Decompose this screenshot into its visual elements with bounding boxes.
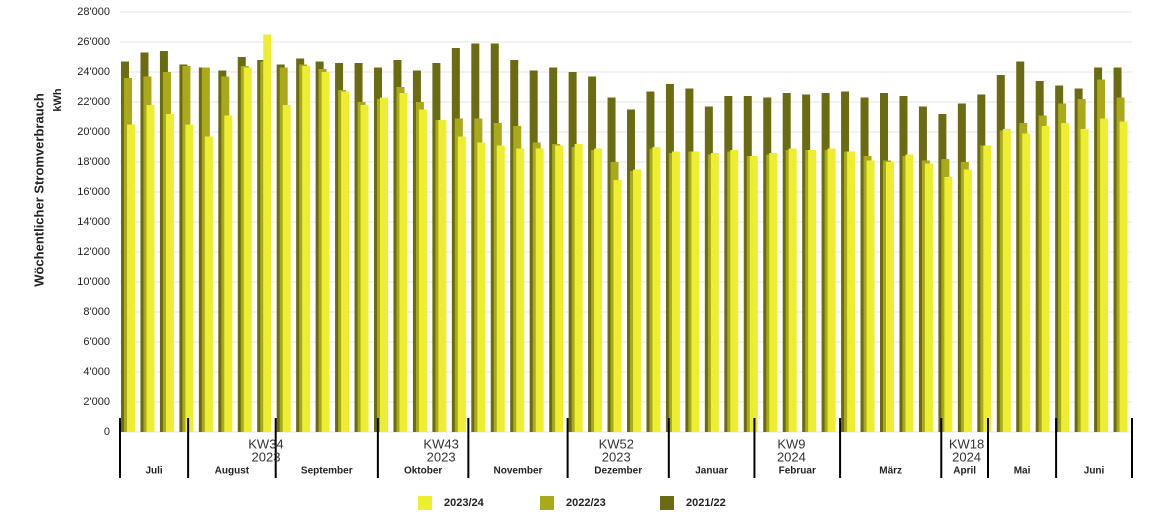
y-tick-label: 6'000 (83, 336, 110, 348)
bar (847, 151, 856, 432)
month-label: April (953, 466, 976, 477)
bar (1061, 123, 1070, 432)
bar (243, 67, 252, 432)
bar (477, 142, 486, 432)
y-tick-label: 12'000 (77, 246, 110, 258)
week-mark: 2024 (952, 449, 981, 464)
bar (905, 154, 914, 432)
bar (204, 136, 213, 432)
bar (633, 169, 641, 432)
y-tick-label: 20'000 (77, 126, 110, 138)
week-mark: 2023 (252, 449, 281, 464)
bar (185, 124, 194, 432)
bar (886, 162, 894, 432)
bar (516, 148, 525, 432)
week-mark: 2023 (602, 449, 631, 464)
month-label: Mai (1014, 466, 1031, 477)
bar (263, 34, 272, 432)
y-tick-label: 22'000 (77, 96, 110, 108)
y-tick-label: 10'000 (77, 276, 110, 288)
bar (1041, 126, 1050, 432)
bar (341, 91, 350, 432)
bar (827, 148, 836, 432)
bar (671, 151, 680, 432)
bar (691, 151, 700, 432)
y-tick-label: 2'000 (83, 396, 110, 408)
bar (788, 148, 797, 432)
bar (535, 148, 544, 432)
y-tick-label: 8'000 (83, 306, 110, 318)
bar (730, 150, 739, 432)
bar (866, 160, 875, 432)
month-label: November (494, 466, 543, 477)
month-label: Juli (145, 466, 162, 477)
bar (1100, 118, 1109, 432)
month-label: September (301, 466, 353, 477)
bar (1022, 133, 1031, 432)
legend-swatch (540, 496, 554, 510)
week-mark: KW52 (599, 436, 634, 451)
y-tick-label: 28'000 (77, 6, 110, 18)
y-axis-title: Wöchentlicher Stromverbrauch (31, 93, 46, 287)
week-mark: 2023 (427, 449, 456, 464)
week-mark: KW34 (248, 436, 283, 451)
bar (710, 153, 719, 432)
bar (438, 120, 447, 432)
bar (418, 109, 427, 432)
bar (613, 180, 622, 432)
bar (574, 144, 583, 432)
bar (1119, 121, 1128, 432)
month-label: Juni (1084, 466, 1105, 477)
week-mark: KW9 (777, 436, 805, 451)
bar (594, 148, 603, 432)
legend-label: 2022/23 (566, 497, 606, 509)
y-tick-label: 26'000 (77, 36, 110, 48)
bar (146, 105, 155, 432)
month-label: August (215, 466, 250, 477)
y-tick-label: 18'000 (77, 156, 110, 168)
month-label: Oktober (404, 466, 442, 477)
month-label: Januar (695, 466, 728, 477)
bar (224, 115, 233, 432)
y-tick-label: 16'000 (77, 186, 110, 198)
bar (983, 145, 992, 432)
bar (769, 153, 778, 432)
bar (944, 177, 953, 432)
bar (165, 114, 174, 432)
y-tick-label: 24'000 (77, 66, 110, 78)
month-label: Februar (779, 466, 816, 477)
bar (127, 124, 135, 432)
bar (808, 150, 817, 432)
legend-label: 2023/24 (444, 497, 485, 509)
bar (321, 72, 330, 432)
bar (282, 105, 291, 432)
y-tick-label: 0 (104, 426, 110, 438)
legend-swatch (418, 496, 432, 510)
legend-swatch (660, 496, 674, 510)
bar (555, 145, 564, 432)
week-mark: KW43 (423, 436, 458, 451)
bar (457, 136, 466, 432)
bar (360, 105, 369, 432)
y-tick-label: 14'000 (77, 216, 110, 228)
bar (1002, 129, 1011, 432)
bar (924, 163, 933, 432)
y-tick-label: 4'000 (83, 366, 110, 378)
bar (496, 145, 505, 432)
bar (302, 66, 311, 432)
bar (749, 156, 758, 432)
bar (1080, 129, 1089, 432)
bar (399, 93, 408, 432)
legend-label: 2021/22 (686, 497, 726, 509)
bar (380, 97, 388, 432)
month-label: März (879, 466, 902, 477)
bar (652, 147, 661, 432)
y-axis-unit: kWh (52, 88, 64, 112)
month-label: Dezember (594, 466, 642, 477)
week-mark: KW18 (949, 436, 984, 451)
bar (963, 169, 972, 432)
week-mark: 2024 (777, 449, 806, 464)
